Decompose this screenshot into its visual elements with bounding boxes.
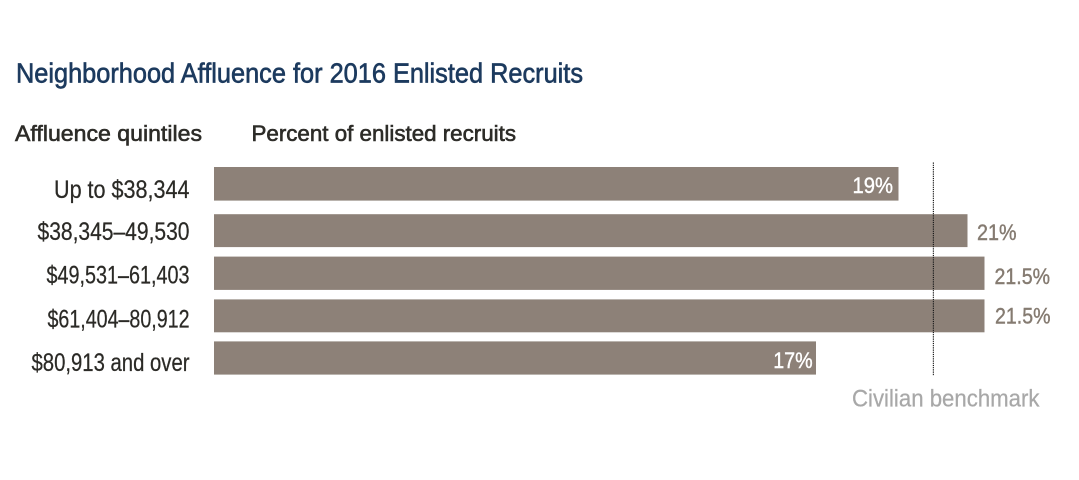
svg-text:Civilian benchmark: Civilian benchmark xyxy=(852,385,1040,412)
svg-text:$38,345–49,530: $38,345–49,530 xyxy=(38,218,190,246)
svg-text:Up to $38,344: Up to $38,344 xyxy=(54,176,190,204)
svg-text:19%: 19% xyxy=(853,173,894,198)
svg-text:Percent of enlisted recruits: Percent of enlisted recruits xyxy=(252,121,517,146)
svg-text:Neighborhood Affluence for 201: Neighborhood Affluence for 2016 Enlisted… xyxy=(16,58,583,89)
svg-text:Affluence quintiles: Affluence quintiles xyxy=(15,121,202,146)
svg-text:$80,913 and over: $80,913 and over xyxy=(32,349,190,377)
svg-text:21%: 21% xyxy=(977,220,1017,245)
svg-text:$49,531–61,403: $49,531–61,403 xyxy=(47,261,190,289)
svg-text:21.5%: 21.5% xyxy=(995,304,1051,329)
svg-text:21.5%: 21.5% xyxy=(995,264,1051,289)
svg-text:$61,404–80,912: $61,404–80,912 xyxy=(48,306,190,334)
svg-text:17%: 17% xyxy=(773,348,813,373)
